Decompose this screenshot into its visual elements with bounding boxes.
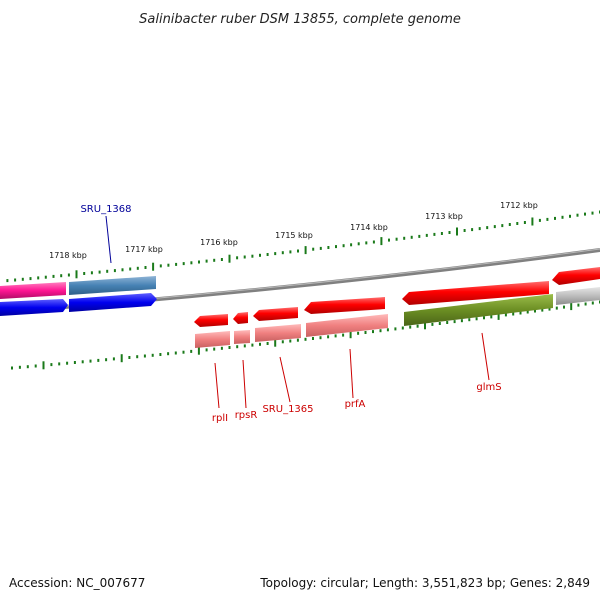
feature-sru-1365-arrow[interactable]	[253, 307, 298, 321]
feature-rpsr-cds[interactable]	[234, 330, 250, 344]
gene-label-prfa[interactable]: prfA	[345, 399, 366, 410]
gene-labels: SRU_1368 rplI rpsR SRU_1365 prfA glmS	[80, 204, 501, 424]
leader-sru-1365	[279, 356, 291, 403]
kbp-label-1713: 1713 kbp	[425, 212, 463, 221]
feature-red-right[interactable]	[552, 267, 600, 285]
gene-label-rpli[interactable]: rplI	[212, 413, 228, 424]
feature-blue-left[interactable]	[0, 299, 68, 316]
feature-track-red	[194, 267, 600, 327]
leader-glms	[481, 332, 490, 381]
feature-rpsr-arrow[interactable]	[233, 312, 248, 324]
leader-prfa	[349, 348, 354, 399]
map-title: Salinibacter ruber DSM 13855, complete g…	[139, 12, 461, 27]
leader-rpsr	[242, 359, 247, 409]
kbp-label-1712: 1712 kbp	[500, 201, 538, 210]
feature-gray-right[interactable]	[556, 287, 600, 305]
feature-sru-1365-cds[interactable]	[255, 324, 301, 342]
kbp-label-1718: 1718 kbp	[49, 251, 87, 260]
feature-prfa-arrow[interactable]	[304, 297, 385, 314]
kbp-label-1714: 1714 kbp	[350, 223, 388, 232]
feature-glms-cds[interactable]	[404, 294, 553, 326]
feature-glms-arrow[interactable]	[402, 281, 549, 305]
feature-rpli-cds[interactable]	[195, 331, 230, 348]
leader-sru-1368	[105, 215, 112, 264]
gene-label-rpsr[interactable]: rpsR	[235, 410, 258, 421]
feature-rpli-arrow[interactable]	[194, 314, 228, 327]
kbp-label-1715: 1715 kbp	[275, 231, 313, 240]
feature-track-upper	[0, 276, 157, 316]
feature-track-lower	[195, 287, 600, 348]
gene-leaders	[105, 215, 490, 409]
feature-magenta[interactable]	[0, 282, 66, 299]
gene-label-sru-1365[interactable]: SRU_1365	[262, 404, 313, 415]
feature-prfa-cds[interactable]	[306, 314, 388, 337]
leader-rpli	[214, 362, 220, 409]
outer-tick-row	[6, 210, 600, 283]
genome-summary-text: Topology: circular; Length: 3,551,823 bp…	[259, 576, 590, 590]
kbp-label-1716: 1716 kbp	[200, 238, 238, 247]
kbp-labels: 1718 kbp 1717 kbp 1716 kbp 1715 kbp 1714…	[49, 201, 538, 260]
gene-label-glms[interactable]: glmS	[476, 382, 501, 393]
feature-blue-right[interactable]	[69, 293, 157, 312]
kbp-label-1717: 1717 kbp	[125, 245, 163, 254]
accession-text: Accession: NC_007677	[9, 576, 145, 590]
feature-sru-1368[interactable]	[69, 276, 156, 295]
gene-label-sru-1368[interactable]: SRU_1368	[80, 204, 131, 215]
